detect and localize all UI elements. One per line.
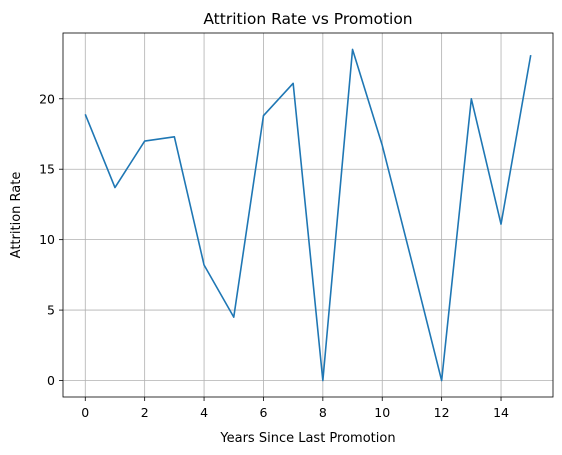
x-axis-label: Years Since Last Promotion	[219, 431, 395, 446]
y-tick-label: 15	[39, 162, 55, 177]
y-tick-label: 0	[47, 373, 55, 388]
x-tick-label: 10	[374, 405, 390, 420]
x-tick-label: 6	[259, 405, 267, 420]
x-tick-label: 12	[434, 405, 450, 420]
x-tick-label: 14	[493, 405, 509, 420]
plot-frame	[62, 32, 554, 398]
chart-title: Attrition Rate vs Promotion	[203, 10, 412, 28]
y-tick-label: 10	[39, 232, 55, 247]
x-tick-label: 2	[141, 405, 149, 420]
y-tick-label: 5	[47, 303, 55, 318]
x-tick-label: 0	[81, 405, 89, 420]
y-axis-label: Attrition Rate	[9, 172, 24, 259]
y-tick-label: 20	[39, 91, 55, 106]
series-layer	[84, 48, 532, 382]
axis-ticks: 0 2 4 6 8 10 12 14 0 5 10 15 20	[39, 91, 509, 420]
x-tick-label: 8	[319, 405, 327, 420]
series-line	[84, 48, 532, 382]
x-tick-label: 4	[200, 405, 208, 420]
